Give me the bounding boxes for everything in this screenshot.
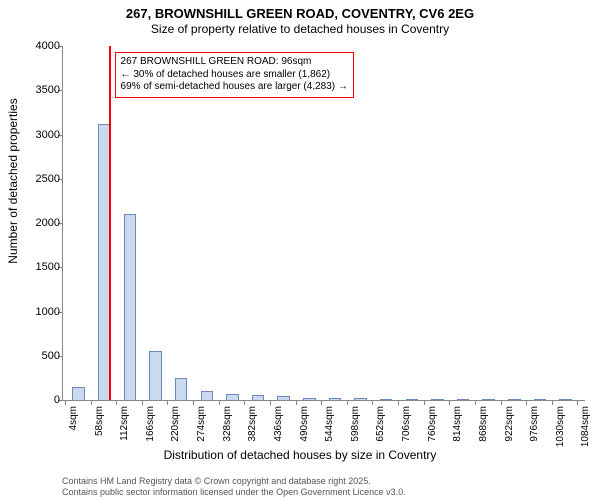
x-tick-label: 436sqm bbox=[273, 406, 284, 442]
histogram-bar bbox=[329, 398, 341, 400]
y-axis-label: Number of detached properties bbox=[6, 59, 20, 224]
histogram-bar bbox=[380, 399, 392, 400]
histogram-bar bbox=[124, 214, 136, 400]
histogram-bar bbox=[508, 399, 520, 400]
x-tick-label: 1030sqm bbox=[555, 406, 566, 447]
y-tick-label: 500 bbox=[20, 350, 60, 362]
x-axis-label: Distribution of detached houses by size … bbox=[0, 448, 600, 462]
x-tick-label: 112sqm bbox=[119, 406, 130, 441]
histogram-bar bbox=[559, 399, 571, 400]
histogram-bar bbox=[72, 387, 84, 400]
x-tick-label: 4sqm bbox=[68, 406, 79, 430]
x-tick-mark bbox=[193, 400, 194, 405]
x-tick-mark bbox=[270, 400, 271, 405]
x-tick-mark bbox=[501, 400, 502, 405]
x-tick-label: 328sqm bbox=[222, 406, 233, 442]
y-tick-label: 1000 bbox=[20, 306, 60, 318]
histogram-bar bbox=[457, 399, 469, 400]
indicator-line bbox=[109, 46, 111, 400]
y-axis-label-text: Number of detached properties bbox=[6, 98, 20, 263]
x-tick-label: 922sqm bbox=[504, 406, 515, 442]
histogram-bar bbox=[175, 378, 187, 400]
plot-area: 267 BROWNSHILL GREEN ROAD: 96sqm← 30% of… bbox=[62, 46, 585, 401]
y-tick-label: 3500 bbox=[20, 84, 60, 96]
histogram-bar bbox=[534, 399, 546, 400]
y-tick-label: 4000 bbox=[20, 40, 60, 52]
x-tick-label: 706sqm bbox=[401, 406, 412, 442]
histogram-bar bbox=[431, 399, 443, 400]
x-tick-label: 814sqm bbox=[452, 406, 463, 442]
y-tick-label: 3000 bbox=[20, 129, 60, 141]
annotation-line-2: ← 30% of detached houses are smaller (1,… bbox=[121, 69, 348, 82]
chart-footer: Contains HM Land Registry data © Crown c… bbox=[62, 476, 406, 498]
histogram-bar bbox=[201, 391, 213, 400]
x-tick-mark bbox=[244, 400, 245, 405]
annotation-box: 267 BROWNSHILL GREEN ROAD: 96sqm← 30% of… bbox=[115, 52, 354, 98]
y-tick-label: 1500 bbox=[20, 261, 60, 273]
histogram-bar bbox=[252, 395, 264, 400]
x-tick-mark bbox=[372, 400, 373, 405]
x-tick-label: 652sqm bbox=[375, 406, 386, 442]
x-tick-label: 58sqm bbox=[94, 406, 105, 436]
histogram-bar bbox=[354, 398, 366, 400]
chart-title: 267, BROWNSHILL GREEN ROAD, COVENTRY, CV… bbox=[0, 0, 600, 21]
y-tick-label: 2500 bbox=[20, 173, 60, 185]
x-tick-mark bbox=[116, 400, 117, 405]
x-tick-mark bbox=[347, 400, 348, 405]
histogram-bar bbox=[226, 394, 238, 400]
x-tick-mark bbox=[65, 400, 66, 405]
x-tick-mark bbox=[321, 400, 322, 405]
x-tick-mark bbox=[296, 400, 297, 405]
x-tick-label: 274sqm bbox=[196, 406, 207, 442]
x-tick-label: 220sqm bbox=[170, 406, 181, 442]
x-tick-mark bbox=[398, 400, 399, 405]
x-tick-mark bbox=[577, 400, 578, 405]
x-tick-label: 868sqm bbox=[478, 406, 489, 442]
x-tick-label: 1084sqm bbox=[580, 406, 591, 447]
x-tick-label: 490sqm bbox=[299, 406, 310, 442]
x-tick-mark bbox=[424, 400, 425, 405]
x-tick-label: 382sqm bbox=[247, 406, 258, 442]
annotation-line-1: 267 BROWNSHILL GREEN ROAD: 96sqm bbox=[121, 56, 348, 69]
histogram-bar bbox=[406, 399, 418, 400]
footer-line-1: Contains HM Land Registry data © Crown c… bbox=[62, 476, 406, 487]
x-tick-label: 544sqm bbox=[324, 406, 335, 442]
x-tick-label: 166sqm bbox=[145, 406, 156, 442]
histogram-bar bbox=[149, 351, 161, 400]
x-tick-label: 976sqm bbox=[529, 406, 540, 442]
x-tick-label: 598sqm bbox=[350, 406, 361, 442]
x-tick-mark bbox=[552, 400, 553, 405]
y-tick-label: 0 bbox=[20, 394, 60, 406]
histogram-bar bbox=[277, 396, 289, 400]
histogram-bar bbox=[482, 399, 494, 400]
annotation-line-3: 69% of semi-detached houses are larger (… bbox=[121, 81, 348, 94]
x-tick-mark bbox=[449, 400, 450, 405]
x-tick-mark bbox=[219, 400, 220, 405]
x-tick-label: 760sqm bbox=[427, 406, 438, 442]
y-tick-label: 2000 bbox=[20, 217, 60, 229]
footer-line-2: Contains public sector information licen… bbox=[62, 487, 406, 498]
x-tick-mark bbox=[526, 400, 527, 405]
x-tick-mark bbox=[91, 400, 92, 405]
chart-subtitle: Size of property relative to detached ho… bbox=[0, 21, 600, 36]
histogram-bar bbox=[303, 398, 315, 400]
x-tick-mark bbox=[475, 400, 476, 405]
x-tick-mark bbox=[142, 400, 143, 405]
x-tick-mark bbox=[167, 400, 168, 405]
